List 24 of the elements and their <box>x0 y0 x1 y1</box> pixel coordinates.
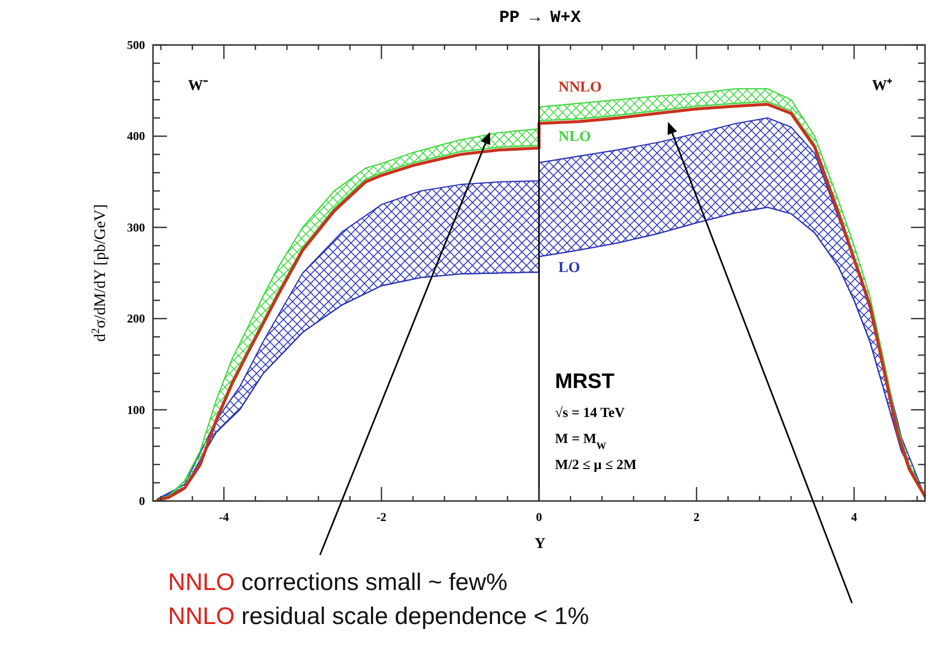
chart-title: PP → W+X <box>499 9 582 28</box>
x-tick-label: 4 <box>851 510 858 524</box>
series-label: NLO <box>558 128 591 145</box>
annotation: M/2 ≤ μ ≤ 2M <box>555 458 637 473</box>
series-label: NNLO <box>558 80 602 96</box>
y-tick-label: 500 <box>127 38 145 52</box>
annotation: M = M$_{W}$ <box>555 432 606 452</box>
series-label: LO <box>558 260 580 276</box>
y-tick-label: 100 <box>127 402 145 417</box>
annotation: √s = 14 TeV <box>555 405 625 421</box>
x-tick-label: -2 <box>376 510 386 524</box>
y-tick-label: 200 <box>127 312 145 326</box>
annotation: MRST <box>555 370 615 393</box>
x-tick-label: 0 <box>536 510 542 524</box>
x-axis-title: Y <box>534 536 546 552</box>
y-tick-label: 300 <box>127 220 145 234</box>
text: NNLO corrections small ~ few% <box>168 569 508 596</box>
annotation: W⁻ <box>188 78 208 94</box>
x-tick-label: 2 <box>694 510 700 524</box>
y-tick-label: 0 <box>139 494 145 508</box>
text: NNLO residual scale dependence < 1% <box>168 603 589 630</box>
y-tick-label: 400 <box>127 129 145 144</box>
annotation: W⁺ <box>872 78 892 94</box>
x-tick-label: -4 <box>218 510 229 524</box>
